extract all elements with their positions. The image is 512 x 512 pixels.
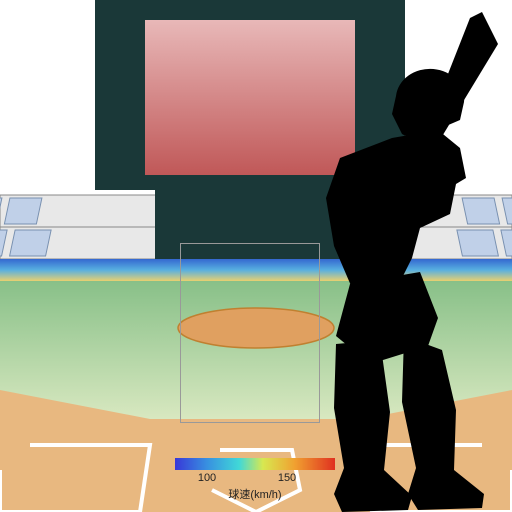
colorbar-tick: 100 [198,472,216,484]
speed-colorbar: 100150 球速(km/h) [175,458,335,470]
pitch-chart: 100 150 球速(km/h) [0,0,512,512]
colorbar-axis-label: 球速(km/h) [228,486,281,502]
scoreboard-screen [145,20,355,175]
strike-zone [180,243,320,423]
colorbar-tick: 150 [278,472,296,484]
colorbar-gradient [175,458,335,470]
